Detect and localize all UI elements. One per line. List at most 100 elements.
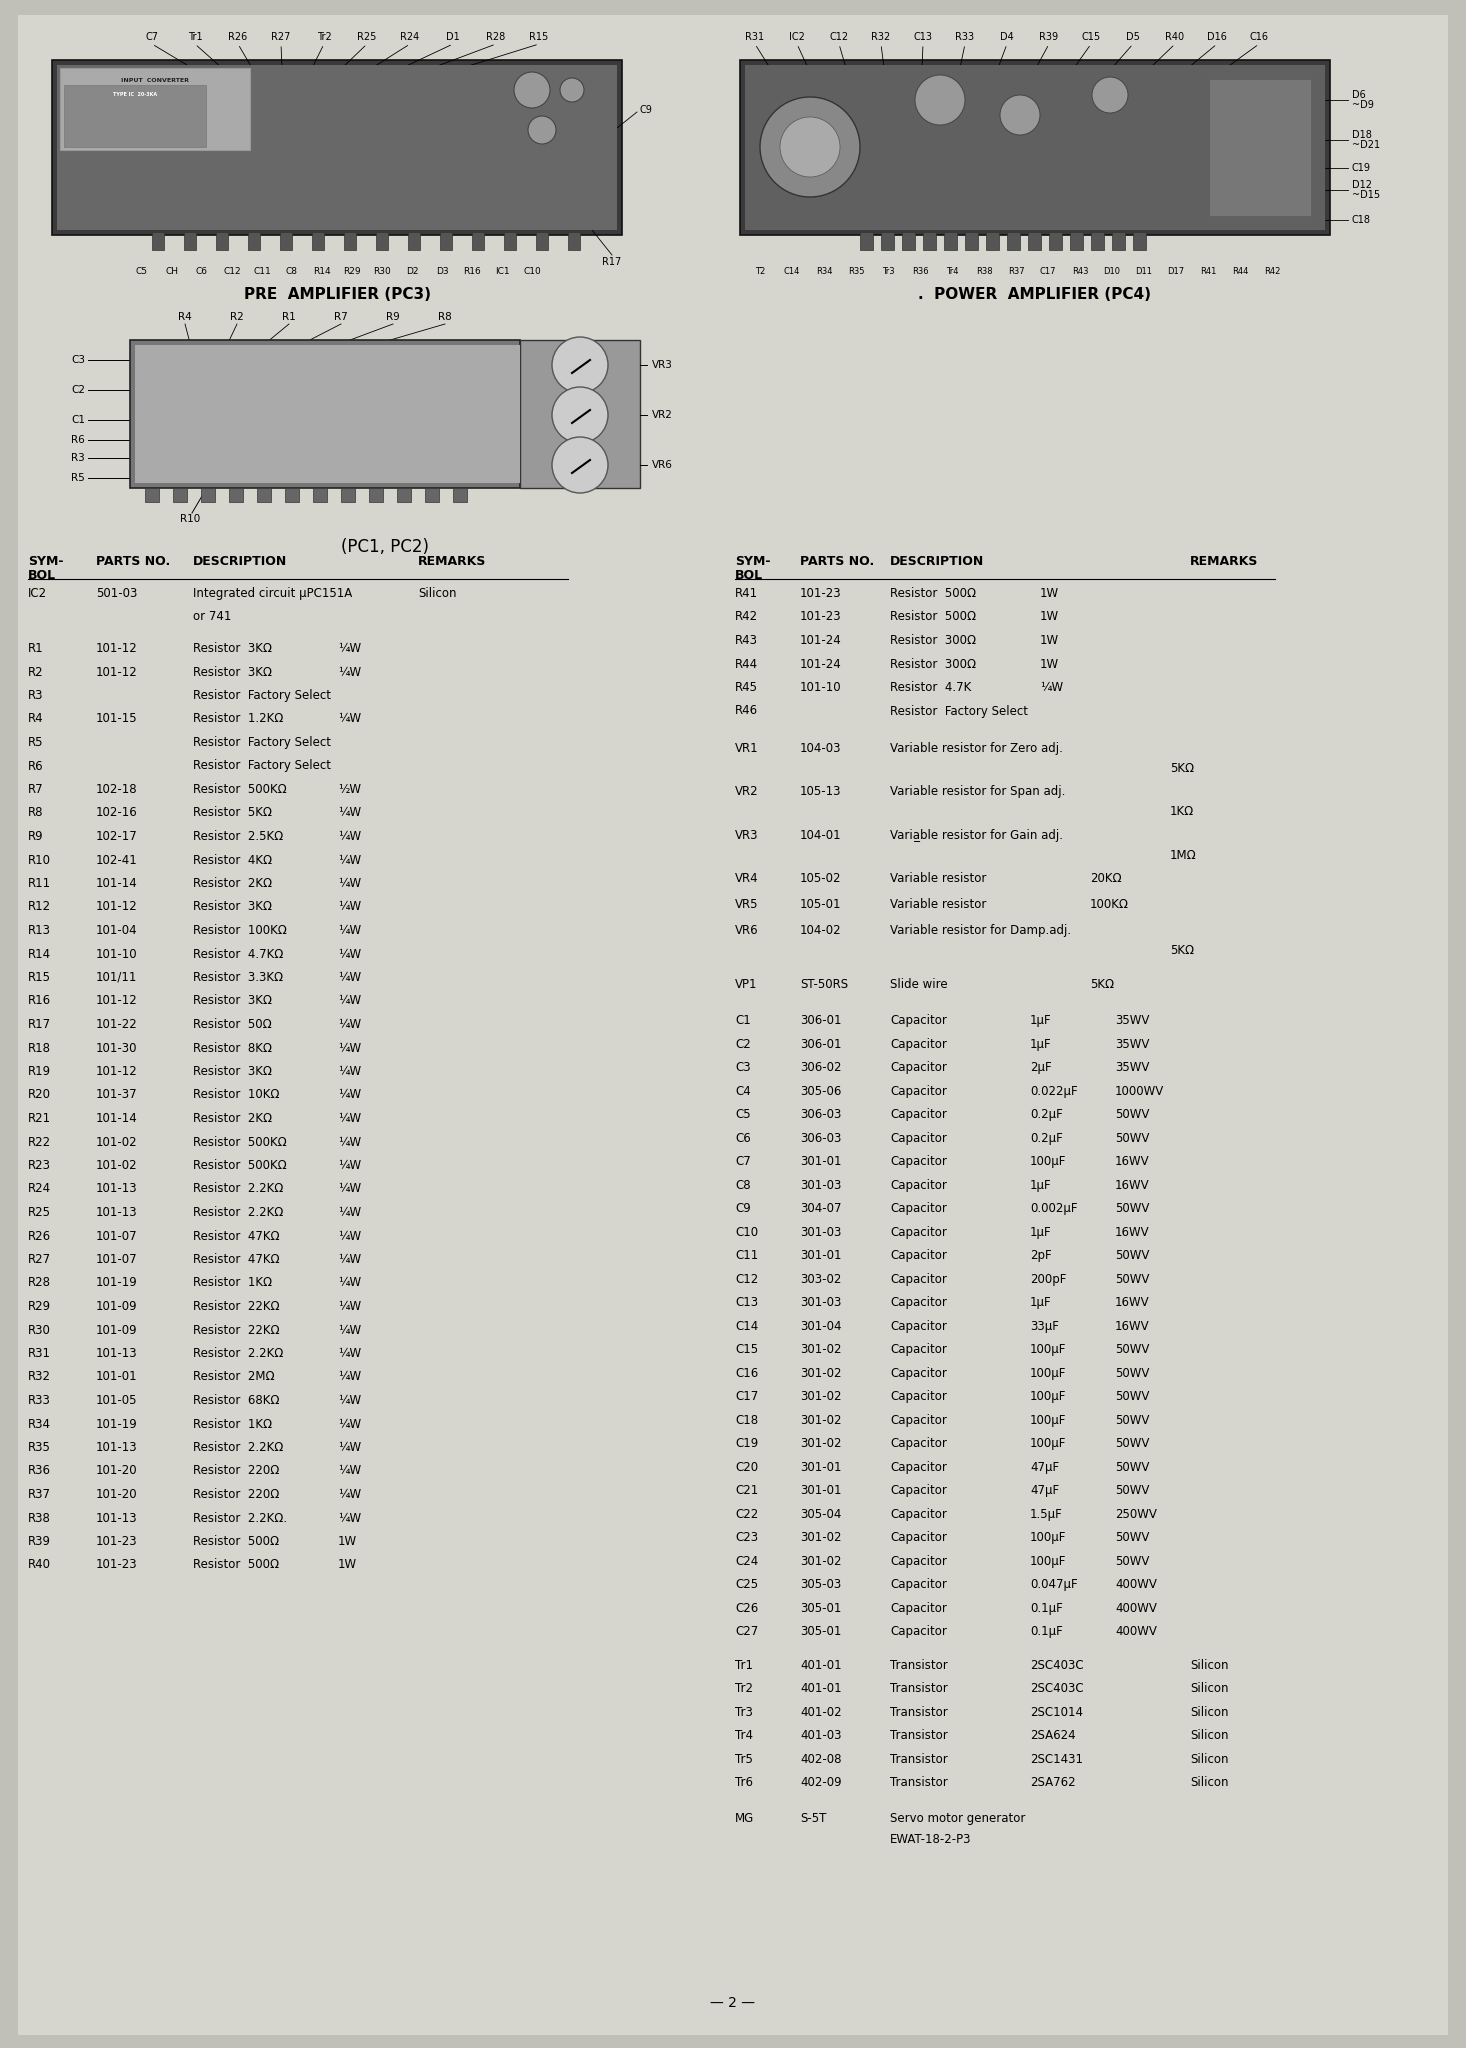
Text: PRE  AMPLIFIER (PC3): PRE AMPLIFIER (PC3) <box>243 287 431 301</box>
Text: 301-04: 301-04 <box>800 1319 841 1333</box>
Text: ¼W: ¼W <box>339 1300 361 1313</box>
Bar <box>902 231 915 250</box>
Text: Tr3: Tr3 <box>881 266 894 276</box>
Text: Tr1: Tr1 <box>188 33 202 43</box>
Text: 501-03: 501-03 <box>95 588 138 600</box>
Text: Resistor  Factory Select: Resistor Factory Select <box>890 705 1028 717</box>
Text: 5KΩ: 5KΩ <box>1170 944 1195 956</box>
Text: 101-12: 101-12 <box>95 901 138 913</box>
Text: Resistor  2.5KΩ: Resistor 2.5KΩ <box>194 829 283 844</box>
Text: C17: C17 <box>734 1391 758 1403</box>
Text: C16: C16 <box>734 1366 758 1380</box>
Text: ¼W: ¼W <box>339 713 361 725</box>
Bar <box>1050 231 1061 250</box>
Text: 50WV: 50WV <box>1116 1133 1149 1145</box>
Text: 20KΩ: 20KΩ <box>1091 872 1121 885</box>
Bar <box>740 59 1330 236</box>
Text: 305-06: 305-06 <box>800 1085 841 1098</box>
Text: Resistor  1.2KΩ: Resistor 1.2KΩ <box>194 713 283 725</box>
Text: R3: R3 <box>28 688 44 702</box>
Text: Capacitor: Capacitor <box>890 1485 947 1497</box>
Text: Resistor  4.7K: Resistor 4.7K <box>890 682 972 694</box>
Text: C9: C9 <box>641 104 652 115</box>
Text: R34: R34 <box>815 266 833 276</box>
Text: VR4: VR4 <box>734 872 758 885</box>
Text: 301-02: 301-02 <box>800 1391 841 1403</box>
Text: ¼W: ¼W <box>339 807 361 819</box>
Circle shape <box>528 117 556 143</box>
Text: 0.1μF: 0.1μF <box>1031 1602 1063 1614</box>
Text: R40: R40 <box>1165 33 1185 43</box>
Text: 50WV: 50WV <box>1116 1554 1149 1567</box>
Bar <box>248 231 259 250</box>
Text: C3: C3 <box>70 354 85 365</box>
Text: Capacitor: Capacitor <box>890 1225 947 1239</box>
Text: 100KΩ: 100KΩ <box>1091 899 1129 911</box>
Text: R46: R46 <box>734 705 758 717</box>
Bar <box>861 231 872 250</box>
Bar <box>314 487 327 502</box>
Text: Resistor  220Ω: Resistor 220Ω <box>194 1489 280 1501</box>
Text: 102-16: 102-16 <box>95 807 138 819</box>
Text: VP1: VP1 <box>734 977 758 991</box>
Circle shape <box>780 117 840 176</box>
Text: Capacitor: Capacitor <box>890 1108 947 1120</box>
Text: 306-01: 306-01 <box>800 1014 841 1028</box>
Bar <box>440 231 452 250</box>
Text: R31: R31 <box>745 33 765 43</box>
Text: C3: C3 <box>734 1061 751 1073</box>
Text: D3: D3 <box>435 266 449 276</box>
Bar <box>567 231 581 250</box>
Text: Resistor  3KΩ: Resistor 3KΩ <box>194 901 273 913</box>
Text: 35WV: 35WV <box>1116 1061 1149 1073</box>
Text: — 2 —: — 2 — <box>711 1997 755 2009</box>
Bar <box>965 231 978 250</box>
Text: R24: R24 <box>28 1182 51 1196</box>
Text: Resistor  8KΩ: Resistor 8KΩ <box>194 1042 273 1055</box>
Text: Resistor  500KΩ: Resistor 500KΩ <box>194 1159 287 1171</box>
Text: C26: C26 <box>734 1602 758 1614</box>
Text: Resistor  500Ω: Resistor 500Ω <box>194 1536 279 1548</box>
Text: 101-07: 101-07 <box>95 1229 138 1243</box>
Text: 101-12: 101-12 <box>95 641 138 655</box>
Text: R28: R28 <box>487 33 506 43</box>
Text: D17: D17 <box>1167 266 1185 276</box>
Text: 0.047μF: 0.047μF <box>1031 1579 1078 1591</box>
Text: 35WV: 35WV <box>1116 1038 1149 1051</box>
Text: Resistor  3.3KΩ: Resistor 3.3KΩ <box>194 971 283 983</box>
Text: R29: R29 <box>343 266 361 276</box>
Text: 104-03: 104-03 <box>800 741 841 756</box>
Bar <box>1209 80 1311 215</box>
Text: 101-13: 101-13 <box>95 1442 138 1454</box>
Text: 306-02: 306-02 <box>800 1061 841 1073</box>
Text: 16WV: 16WV <box>1116 1225 1149 1239</box>
Text: 301-02: 301-02 <box>800 1343 841 1356</box>
Text: 101-09: 101-09 <box>95 1323 138 1337</box>
Circle shape <box>1092 78 1127 113</box>
Text: R20: R20 <box>28 1087 51 1102</box>
Text: 105-01: 105-01 <box>800 899 841 911</box>
Text: R35: R35 <box>28 1442 51 1454</box>
Text: R26: R26 <box>229 33 248 43</box>
Text: Capacitor: Capacitor <box>890 1296 947 1309</box>
Text: S-5T: S-5T <box>800 1812 827 1825</box>
Text: 400WV: 400WV <box>1116 1579 1157 1591</box>
Text: C15: C15 <box>1082 33 1101 43</box>
Text: R32: R32 <box>871 33 891 43</box>
Text: 50WV: 50WV <box>1116 1366 1149 1380</box>
Text: R1: R1 <box>28 641 44 655</box>
Bar <box>342 487 355 502</box>
Bar <box>152 231 164 250</box>
Text: 301-02: 301-02 <box>800 1413 841 1427</box>
Text: R43: R43 <box>1072 266 1088 276</box>
Text: Resistor  2KΩ: Resistor 2KΩ <box>194 877 273 891</box>
Text: 250WV: 250WV <box>1116 1507 1157 1522</box>
Text: 301-02: 301-02 <box>800 1532 841 1544</box>
Text: Resistor  1KΩ: Resistor 1KΩ <box>194 1417 273 1430</box>
Text: R2: R2 <box>28 666 44 678</box>
Text: VR3: VR3 <box>734 829 758 842</box>
Text: C21: C21 <box>734 1485 758 1497</box>
Text: 101-14: 101-14 <box>95 1112 138 1124</box>
Text: C13: C13 <box>913 33 932 43</box>
Text: Varia̲ble resistor for Gain adj.: Varia̲ble resistor for Gain adj. <box>890 829 1063 842</box>
